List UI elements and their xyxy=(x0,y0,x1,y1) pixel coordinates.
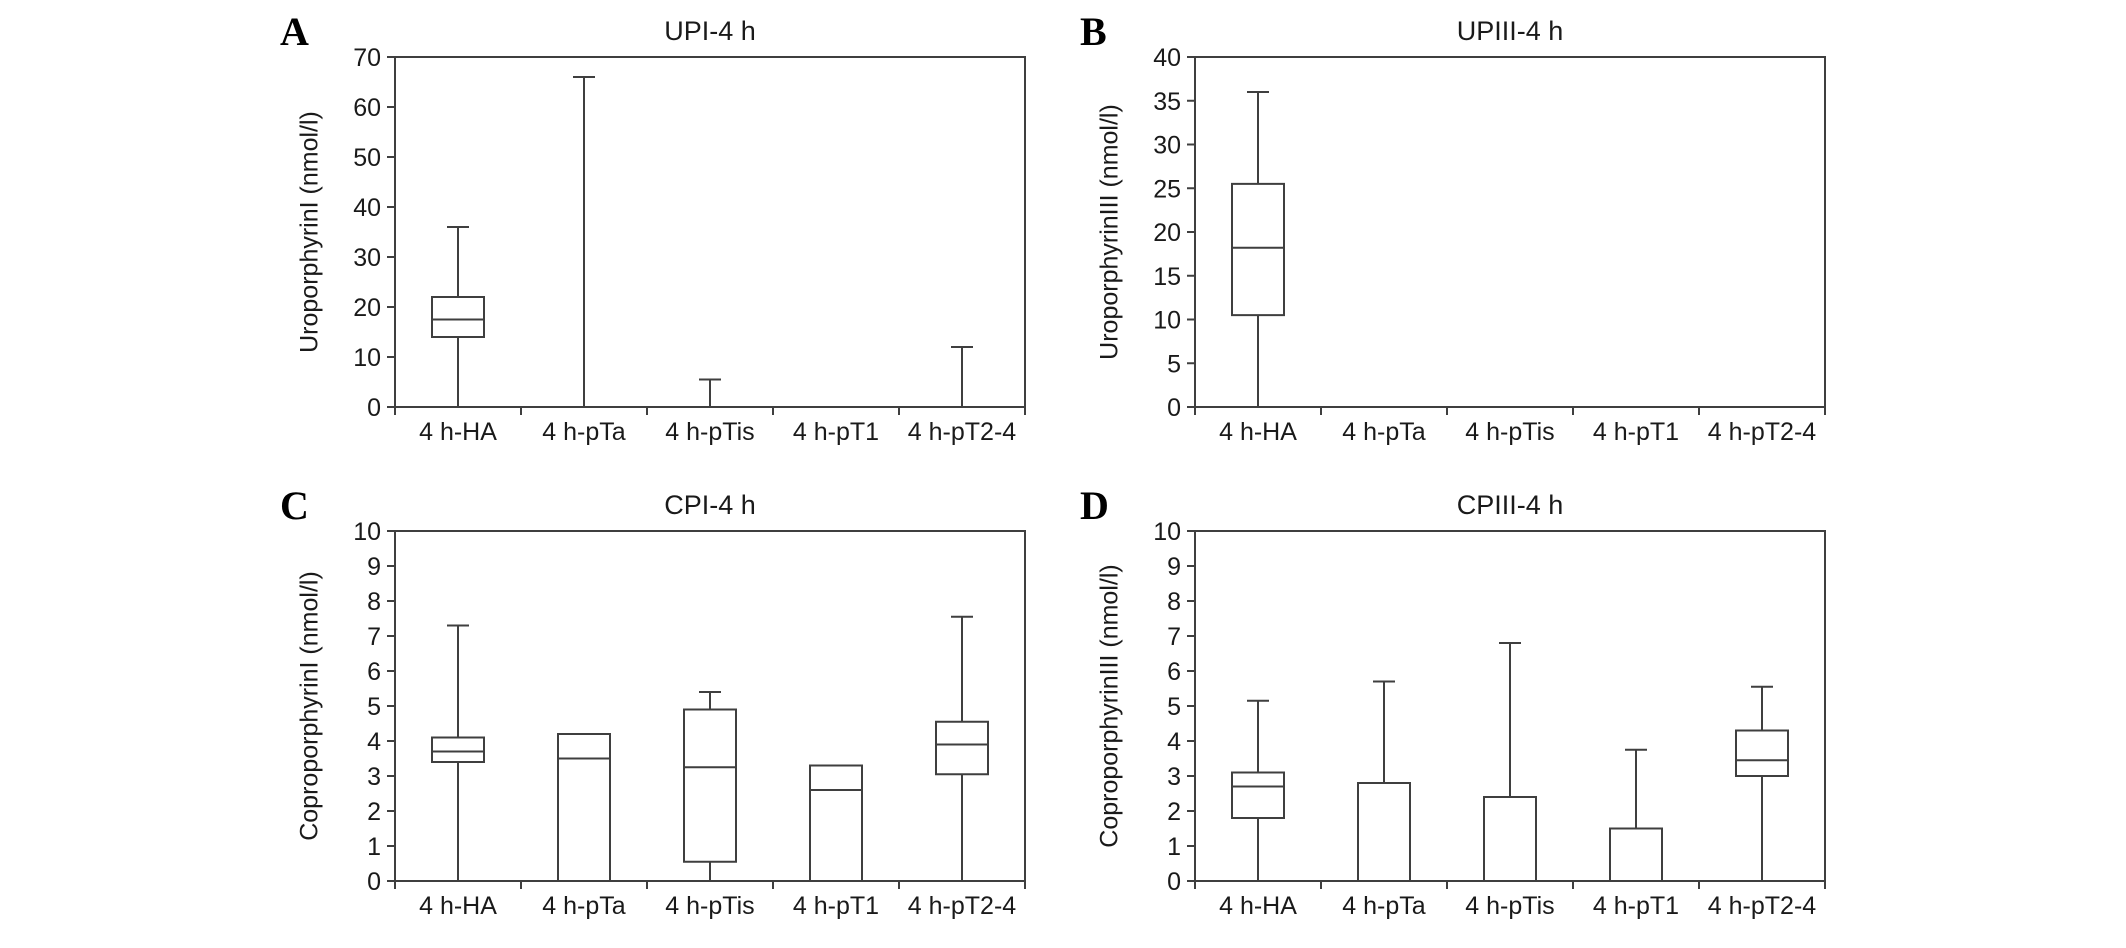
svg-text:20: 20 xyxy=(1153,219,1181,247)
svg-text:0: 0 xyxy=(1167,868,1181,896)
panel-d: D CPIII-4 h CoproporphyrinIII (nmol/l) 0… xyxy=(1080,483,1870,948)
panel-a: A UPI-4 h UroporphyrinI (nmol/l) 0 10 20 30… xyxy=(280,9,1070,474)
svg-text:10: 10 xyxy=(1153,518,1181,546)
svg-text:4: 4 xyxy=(1167,728,1181,756)
svg-text:10: 10 xyxy=(1153,307,1181,335)
svg-text:4 h-pTa: 4 h-pTa xyxy=(1342,418,1425,446)
svg-text:40: 40 xyxy=(1153,44,1181,72)
svg-text:20: 20 xyxy=(353,294,381,322)
svg-text:6: 6 xyxy=(1167,658,1181,686)
svg-text:4 h-pTa: 4 h-pTa xyxy=(542,418,625,446)
svg-text:4 h-HA: 4 h-HA xyxy=(419,892,497,920)
svg-text:4 h-pT1: 4 h-pT1 xyxy=(1593,418,1679,446)
panel-letter-d: D xyxy=(1080,483,1109,528)
svg-text:1: 1 xyxy=(367,833,381,861)
svg-text:5: 5 xyxy=(1167,350,1181,378)
svg-text:4 h-pTis: 4 h-pTis xyxy=(665,418,754,446)
svg-text:4: 4 xyxy=(367,728,381,756)
svg-text:8: 8 xyxy=(1167,588,1181,616)
svg-text:4 h-pT2-4: 4 h-pT2-4 xyxy=(1708,418,1816,446)
svg-text:60: 60 xyxy=(353,94,381,122)
svg-text:4 h-pT1: 4 h-pT1 xyxy=(1593,892,1679,920)
svg-text:9: 9 xyxy=(367,553,381,581)
panel-title-a: UPI-4 h xyxy=(664,16,756,46)
panel-title-d: CPIII-4 h xyxy=(1456,490,1564,520)
svg-text:9: 9 xyxy=(1167,553,1181,581)
svg-text:40: 40 xyxy=(353,194,381,222)
svg-text:50: 50 xyxy=(353,144,381,172)
svg-text:25: 25 xyxy=(1153,175,1181,203)
boxplot-canvas-c: 0 1 2 3 4 5 6 7 8 9 10 4 h-HA 4 h-pTa 4 h-pTis 4 h-pT1… xyxy=(353,518,1026,920)
panel-title-b: UPIII-4 h xyxy=(1456,16,1564,46)
boxplot-canvas-b: 0 5 10 15 20 25 30 35 40 4 h-HA 4 h-pTa 4 h-pTis 4 h… xyxy=(1153,44,1826,446)
svg-text:8: 8 xyxy=(367,588,381,616)
panel-letter-b: B xyxy=(1080,9,1107,54)
svg-text:4 h-HA: 4 h-HA xyxy=(419,418,497,446)
svg-text:1: 1 xyxy=(1167,833,1181,861)
svg-text:7: 7 xyxy=(367,623,381,651)
svg-text:35: 35 xyxy=(1153,88,1181,116)
svg-text:10: 10 xyxy=(353,518,381,546)
svg-text:2: 2 xyxy=(1167,798,1181,826)
svg-text:0: 0 xyxy=(1167,394,1181,422)
svg-text:4 h-pTis: 4 h-pTis xyxy=(1465,418,1554,446)
boxplot-canvas-a: 0 10 20 30 40 50 60 70 4 h-HA 4 h-pTa 4 h-pTis 4 h-… xyxy=(353,44,1026,446)
svg-text:4 h-pTis: 4 h-pTis xyxy=(1465,892,1554,920)
svg-text:10: 10 xyxy=(353,344,381,372)
svg-text:4 h-pT2-4: 4 h-pT2-4 xyxy=(908,892,1016,920)
panel-letter-c: C xyxy=(280,483,309,528)
svg-text:15: 15 xyxy=(1153,263,1181,291)
panel-title-c: CPI-4 h xyxy=(664,490,756,520)
svg-text:70: 70 xyxy=(353,44,381,72)
svg-text:3: 3 xyxy=(367,763,381,791)
svg-text:7: 7 xyxy=(1167,623,1181,651)
svg-text:4 h-HA: 4 h-HA xyxy=(1219,418,1297,446)
svg-text:4 h-pT1: 4 h-pT1 xyxy=(793,892,879,920)
svg-text:5: 5 xyxy=(367,693,381,721)
svg-text:3: 3 xyxy=(1167,763,1181,791)
svg-text:30: 30 xyxy=(353,244,381,272)
svg-text:4 h-pT2-4: 4 h-pT2-4 xyxy=(908,418,1016,446)
svg-text:2: 2 xyxy=(367,798,381,826)
boxplot-canvas-d: 0 1 2 3 4 5 6 7 8 9 10 4 h-HA 4 h-pTa 4 h-pTis 4 h-pT1… xyxy=(1153,518,1826,920)
svg-text:4 h-pTa: 4 h-pTa xyxy=(542,892,625,920)
svg-text:0: 0 xyxy=(367,868,381,896)
panel-letter-a: A xyxy=(280,9,309,54)
svg-text:4 h-pT1: 4 h-pT1 xyxy=(793,418,879,446)
svg-text:6: 6 xyxy=(367,658,381,686)
svg-text:4 h-HA: 4 h-HA xyxy=(1219,892,1297,920)
svg-text:5: 5 xyxy=(1167,693,1181,721)
svg-text:4 h-pTa: 4 h-pTa xyxy=(1342,892,1425,920)
svg-text:0: 0 xyxy=(367,394,381,422)
svg-text:4 h-pTis: 4 h-pTis xyxy=(665,892,754,920)
svg-text:4 h-pT2-4: 4 h-pT2-4 xyxy=(1708,892,1816,920)
svg-text:30: 30 xyxy=(1153,132,1181,160)
